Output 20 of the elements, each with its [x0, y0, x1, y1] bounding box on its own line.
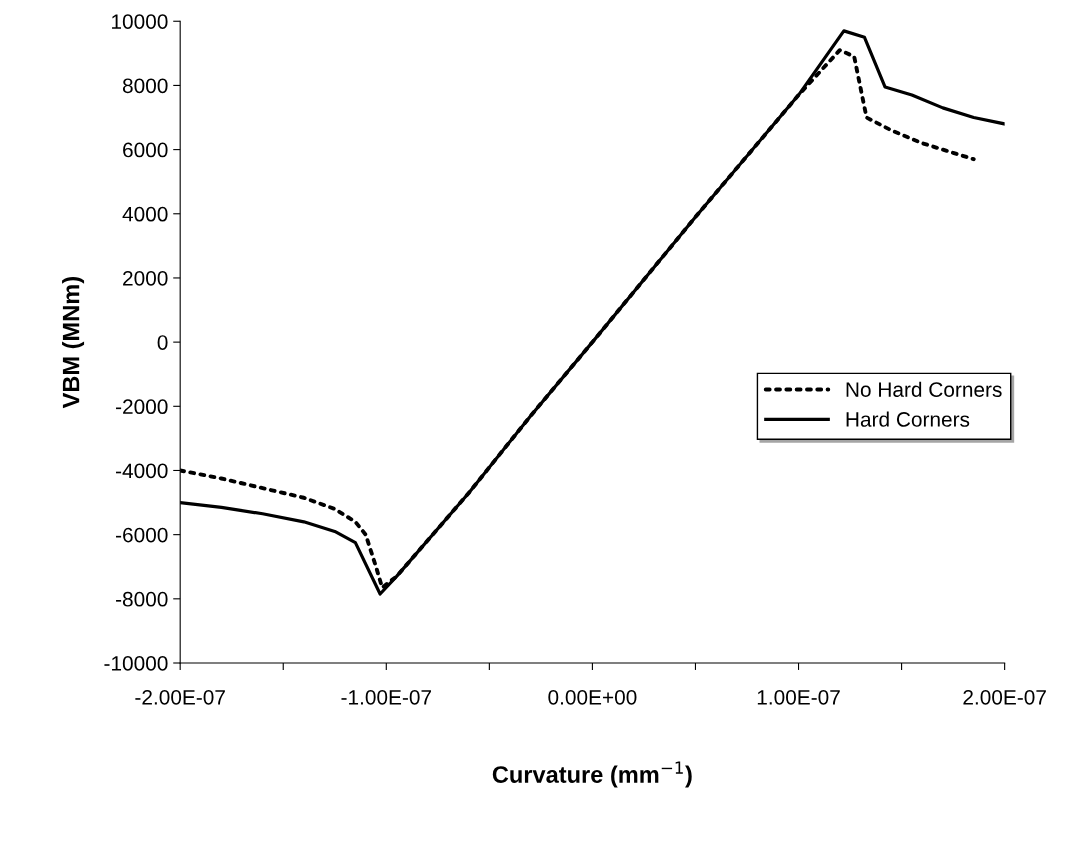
- x-tick-label: 0.00E+00: [548, 689, 637, 705]
- y-tick-label: 2000: [123, 270, 168, 286]
- x-tick-label: 2.00E-07: [963, 689, 1046, 705]
- y-tick-label: -10000: [104, 656, 168, 671]
- legend-label: No Hard Corners: [846, 381, 1002, 397]
- x-axis-title: Curvature (mm$^{−1}$): [492, 761, 692, 788]
- y-tick-label: 4000: [122, 206, 168, 222]
- y-tick-label: -6000: [116, 527, 168, 543]
- y-tick-label: -4000: [116, 463, 168, 479]
- y-tick-label: 6000: [123, 142, 168, 158]
- x-tick-label: -1.00E-07: [341, 689, 431, 705]
- x-tick-label: -2.00E-07: [135, 689, 225, 705]
- y-tick-label: -8000: [116, 591, 168, 607]
- x-tick-label: 1.00E-07: [757, 689, 840, 705]
- y-tick-label: 0: [157, 335, 168, 350]
- y-tick-label: -2000: [116, 399, 168, 415]
- y-axis-title: VBM (MNm): [62, 277, 85, 409]
- y-tick-label: 8000: [122, 78, 168, 94]
- y-tick-label: 10000: [112, 14, 168, 29]
- legend-label: Hard Corners: [846, 411, 970, 427]
